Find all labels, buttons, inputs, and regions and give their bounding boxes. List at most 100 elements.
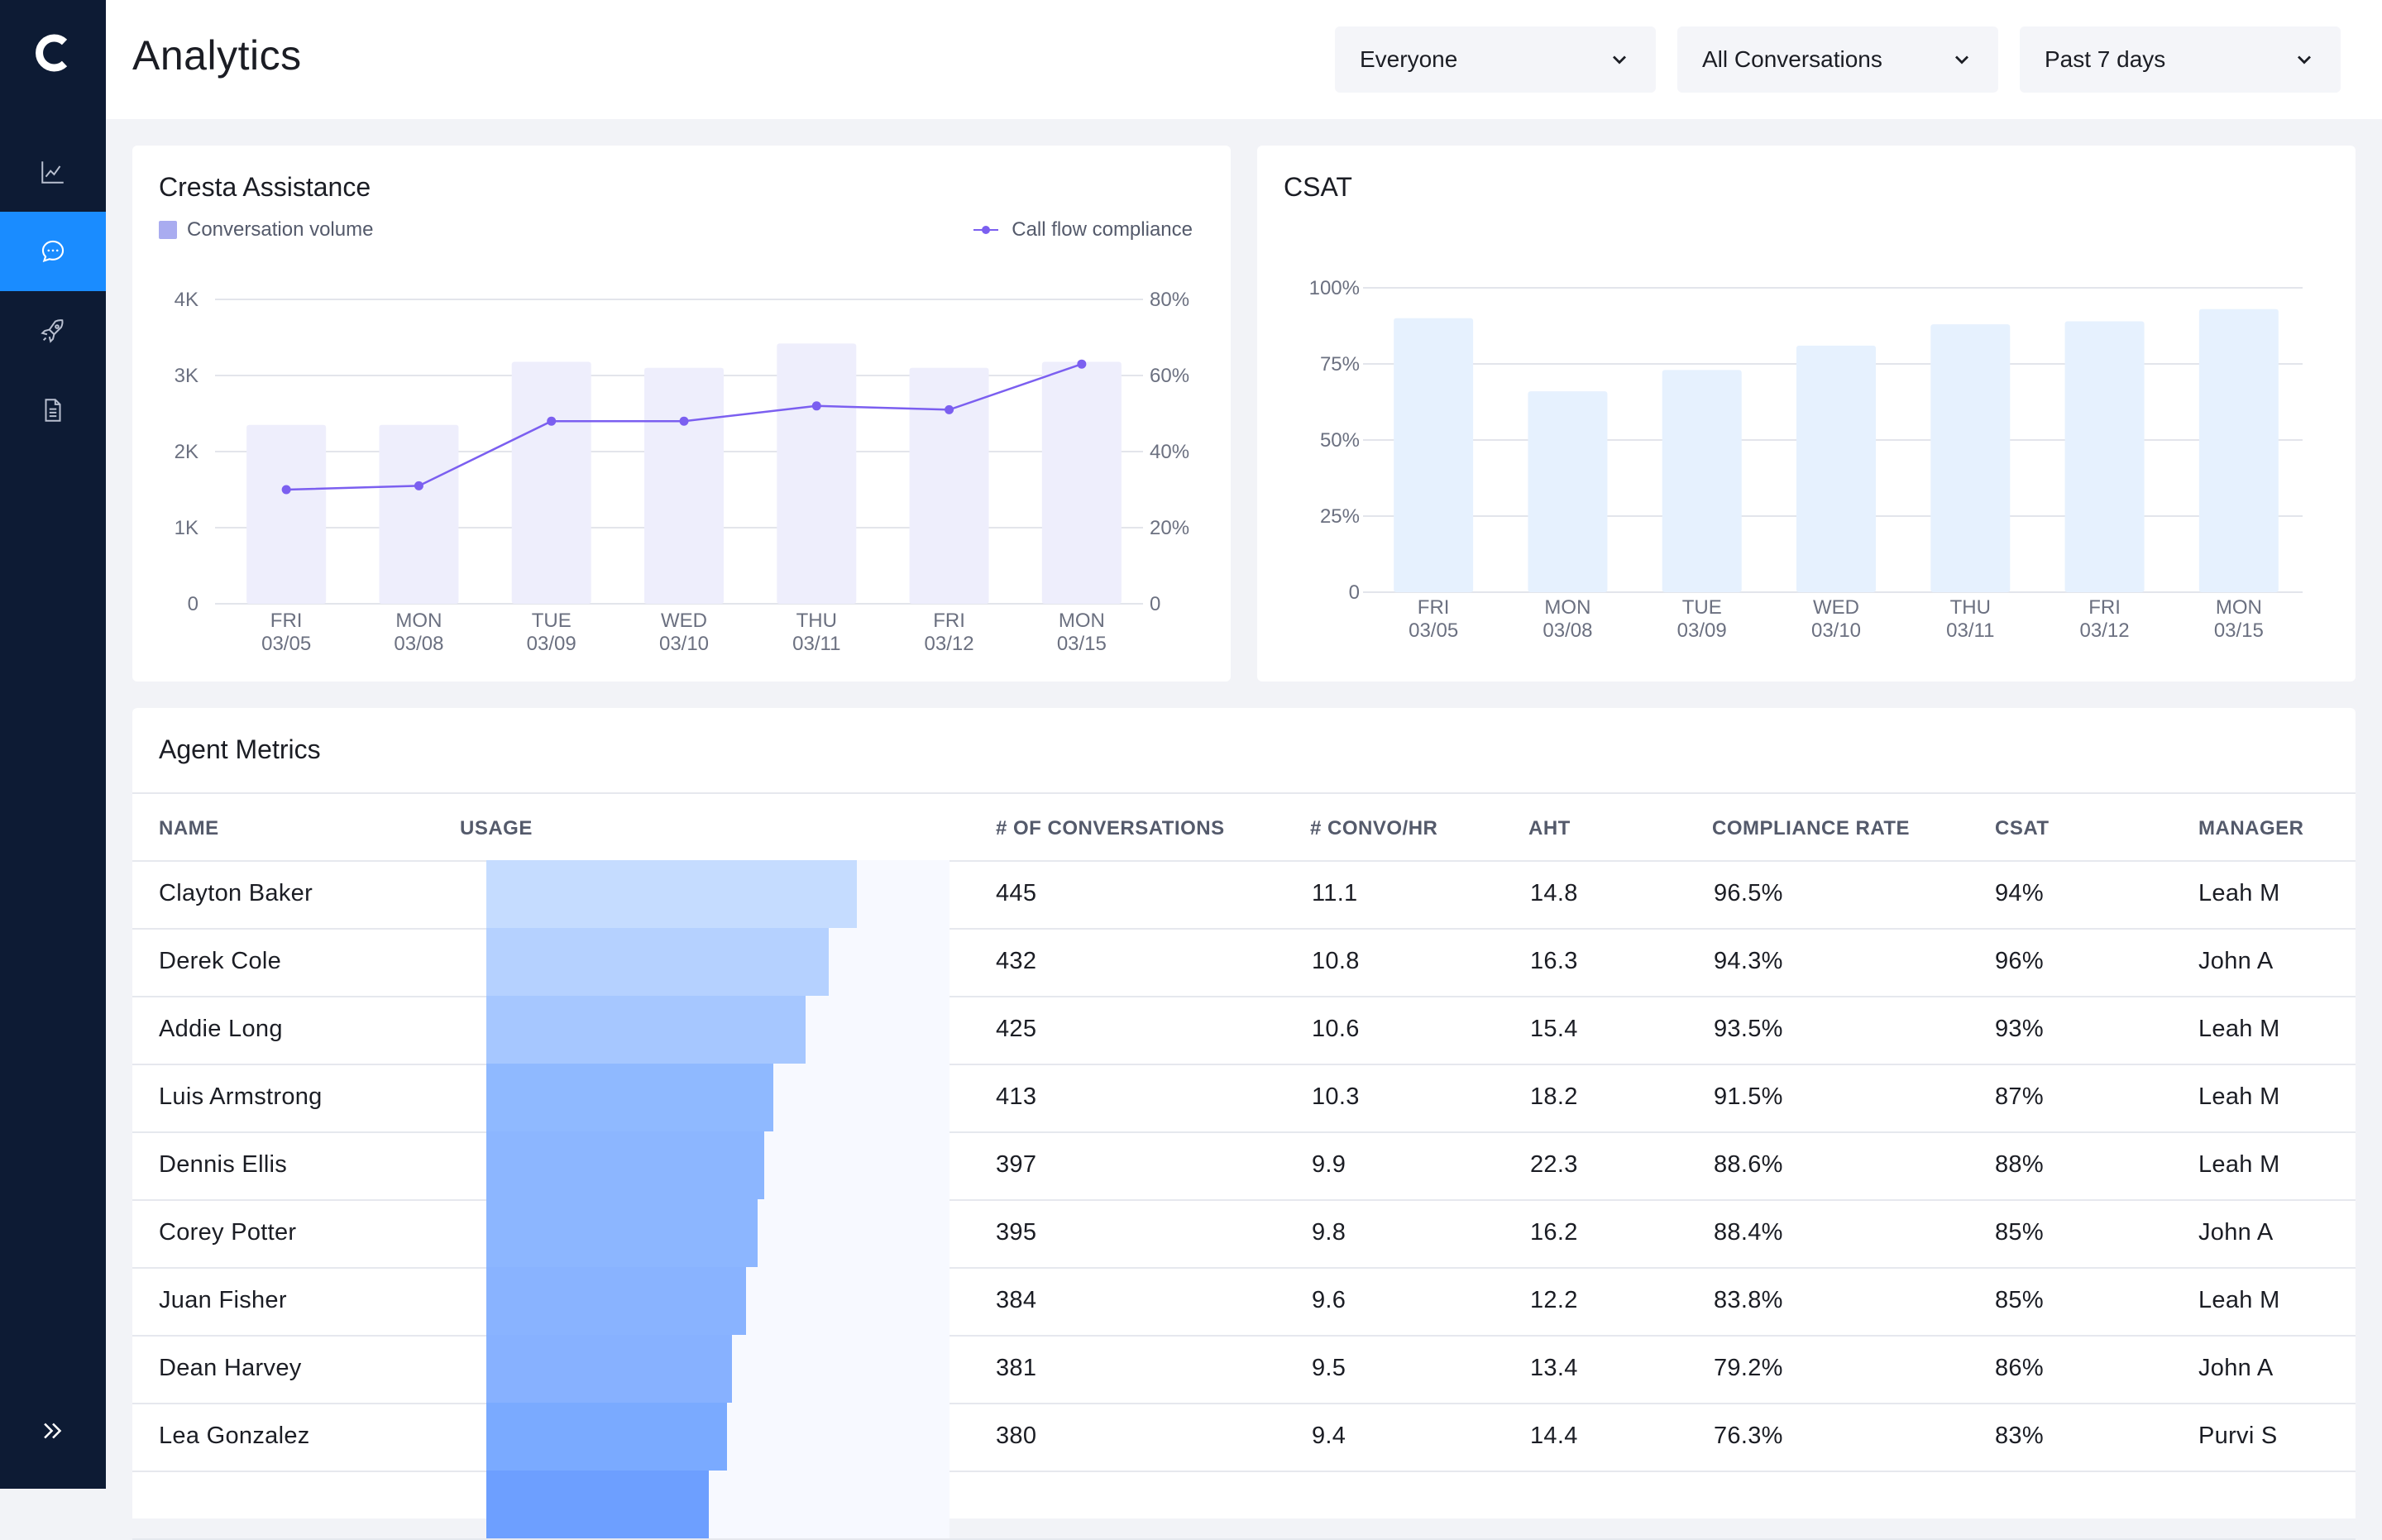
column-header-csat[interactable]: CSAT bbox=[1995, 817, 2050, 839]
column-header-aht[interactable]: AHT bbox=[1528, 817, 1571, 839]
line-chart-icon bbox=[41, 161, 64, 184]
y-axis-tick: 0 bbox=[1349, 581, 1360, 604]
table-row[interactable] bbox=[132, 1471, 2356, 1540]
csat-bar bbox=[2064, 321, 2145, 592]
compliance-point bbox=[679, 416, 689, 426]
y-axis-right-tick: 80% bbox=[1150, 289, 1189, 311]
x-axis-tick: 03/15 bbox=[2214, 619, 2264, 642]
compliance-rate: 93.5% bbox=[1714, 1016, 1783, 1042]
x-axis-tick: 03/15 bbox=[1057, 633, 1107, 655]
compliance-point bbox=[1077, 359, 1087, 369]
legend-label: Call flow compliance bbox=[1012, 218, 1193, 241]
usage-bar-track bbox=[486, 1403, 949, 1471]
csat-value: 96% bbox=[1995, 948, 2044, 974]
table-row[interactable]: Dennis Ellis 397 9.9 22.3 88.6% 88% Leah M bbox=[132, 1131, 2356, 1201]
volume-bar bbox=[644, 367, 724, 604]
table-row[interactable]: Clayton Baker 445 11.1 14.8 96.5% 94% Leah M bbox=[132, 860, 2356, 930]
usage-bar-track bbox=[486, 1471, 949, 1538]
sidebar-item-analytics[interactable] bbox=[0, 132, 106, 212]
csat-bar bbox=[2198, 308, 2279, 592]
x-axis-tick: 03/09 bbox=[527, 633, 576, 655]
agent-name: Juan Fisher bbox=[159, 1287, 287, 1313]
volume-bar bbox=[909, 367, 989, 604]
x-axis-tick: 03/10 bbox=[659, 633, 709, 655]
table-row[interactable]: Dean Harvey 381 9.5 13.4 79.2% 86% John A bbox=[132, 1335, 2356, 1404]
usage-bar-fill bbox=[486, 860, 857, 928]
column-header-usage[interactable]: USAGE bbox=[460, 817, 533, 839]
compliance-rate: 88.6% bbox=[1714, 1151, 1783, 1178]
convo-per-hour: 9.4 bbox=[1312, 1423, 1346, 1449]
aht-value: 18.2 bbox=[1530, 1083, 1578, 1110]
conversation-count: 381 bbox=[996, 1355, 1037, 1381]
manager-name: Leah M bbox=[2198, 1016, 2280, 1042]
y-axis-right-tick: 0 bbox=[1150, 593, 1160, 615]
x-axis-tick: WED bbox=[1813, 596, 1859, 619]
table-row[interactable]: Lea Gonzalez 380 9.4 14.4 76.3% 83% Purvi S bbox=[132, 1403, 2356, 1472]
legend-swatch bbox=[159, 221, 177, 239]
manager-name: Purvi S bbox=[2198, 1423, 2278, 1449]
volume-bar bbox=[246, 424, 327, 604]
date-range-value: Past 7 days bbox=[2045, 46, 2166, 72]
agent-name: Addie Long bbox=[159, 1016, 283, 1042]
csat-bar bbox=[1528, 391, 1608, 592]
agent-name: Luis Armstrong bbox=[159, 1083, 323, 1110]
volume-bar bbox=[1041, 361, 1122, 604]
table-row[interactable]: Addie Long 425 10.6 15.4 93.5% 93% Leah M bbox=[132, 996, 2356, 1065]
x-axis-tick: FRI bbox=[1418, 596, 1450, 619]
conversation-count: 395 bbox=[996, 1219, 1037, 1246]
agent-name: Corey Potter bbox=[159, 1219, 297, 1246]
volume-bar bbox=[511, 361, 591, 604]
y-axis-right-tick: 60% bbox=[1150, 365, 1189, 387]
compliance-rate: 83.8% bbox=[1714, 1287, 1783, 1313]
usage-bar-fill bbox=[486, 996, 806, 1064]
x-axis-tick: TUE bbox=[1682, 596, 1722, 619]
people-filter-dropdown[interactable]: Everyone bbox=[1335, 26, 1656, 93]
legend-conversation-volume[interactable]: Conversation volume bbox=[159, 218, 373, 242]
usage-bar-track bbox=[486, 1131, 949, 1199]
x-axis-tick: 03/11 bbox=[792, 633, 840, 655]
rocket-icon bbox=[41, 319, 64, 343]
chat-icon bbox=[41, 240, 65, 262]
aht-value: 16.2 bbox=[1530, 1219, 1578, 1246]
table-row[interactable]: Derek Cole 432 10.8 16.3 94.3% 96% John A bbox=[132, 928, 2356, 997]
chevron-down-icon bbox=[2298, 55, 2311, 65]
manager-name: John A bbox=[2198, 1219, 2274, 1246]
legend-line-marker bbox=[973, 226, 999, 234]
csat-value: 85% bbox=[1995, 1219, 2044, 1246]
manager-name: John A bbox=[2198, 948, 2274, 974]
column-header-conversations[interactable]: # OF CONVERSATIONS bbox=[996, 817, 1225, 839]
aht-value: 16.3 bbox=[1530, 948, 1578, 974]
people-filter-value: Everyone bbox=[1360, 46, 1458, 72]
y-axis-left-tick: 3K bbox=[175, 365, 198, 387]
sidebar-item-documents[interactable] bbox=[0, 371, 106, 450]
csat-bar bbox=[1796, 345, 1876, 592]
conversation-count: 425 bbox=[996, 1016, 1037, 1042]
table-header: NAME USAGE # OF CONVERSATIONS # CONVO/HR… bbox=[132, 792, 2356, 862]
csat-bar bbox=[1930, 324, 2011, 592]
table-row[interactable]: Corey Potter 395 9.8 16.2 88.4% 85% John A bbox=[132, 1199, 2356, 1269]
sidebar-item-launch[interactable] bbox=[0, 291, 106, 371]
csat-value: 87% bbox=[1995, 1083, 2044, 1110]
conversation-filter-dropdown[interactable]: All Conversations bbox=[1677, 26, 1998, 93]
expand-sidebar-button[interactable] bbox=[0, 1406, 106, 1456]
usage-bar-fill bbox=[486, 1131, 764, 1199]
table-row[interactable]: Luis Armstrong 413 10.3 18.2 91.5% 87% Leah M bbox=[132, 1064, 2356, 1133]
chevron-down-icon bbox=[1613, 55, 1626, 65]
column-header-manager[interactable]: MANAGER bbox=[2198, 817, 2304, 839]
legend-call-flow-compliance[interactable]: Call flow compliance bbox=[973, 218, 1193, 242]
manager-name: Leah M bbox=[2198, 1083, 2280, 1110]
csat-title: CSAT bbox=[1284, 172, 1352, 202]
sidebar-item-conversations[interactable] bbox=[0, 212, 106, 291]
cresta-logo[interactable] bbox=[28, 28, 78, 78]
y-axis-tick: 100% bbox=[1309, 277, 1360, 299]
csat-value: 86% bbox=[1995, 1355, 2044, 1381]
volume-bar bbox=[777, 343, 857, 604]
usage-bar-track bbox=[486, 1335, 949, 1403]
x-axis-tick: 03/09 bbox=[1677, 619, 1727, 642]
column-header-compliance-rate[interactable]: COMPLIANCE RATE bbox=[1712, 817, 1911, 839]
table-row[interactable]: Juan Fisher 384 9.6 12.2 83.8% 85% Leah M bbox=[132, 1267, 2356, 1337]
column-header-convo-per-hour[interactable]: # CONVO/HR bbox=[1310, 817, 1438, 839]
date-range-dropdown[interactable]: Past 7 days bbox=[2020, 26, 2341, 93]
column-header-name[interactable]: NAME bbox=[159, 817, 219, 839]
legend-label: Conversation volume bbox=[187, 218, 374, 241]
